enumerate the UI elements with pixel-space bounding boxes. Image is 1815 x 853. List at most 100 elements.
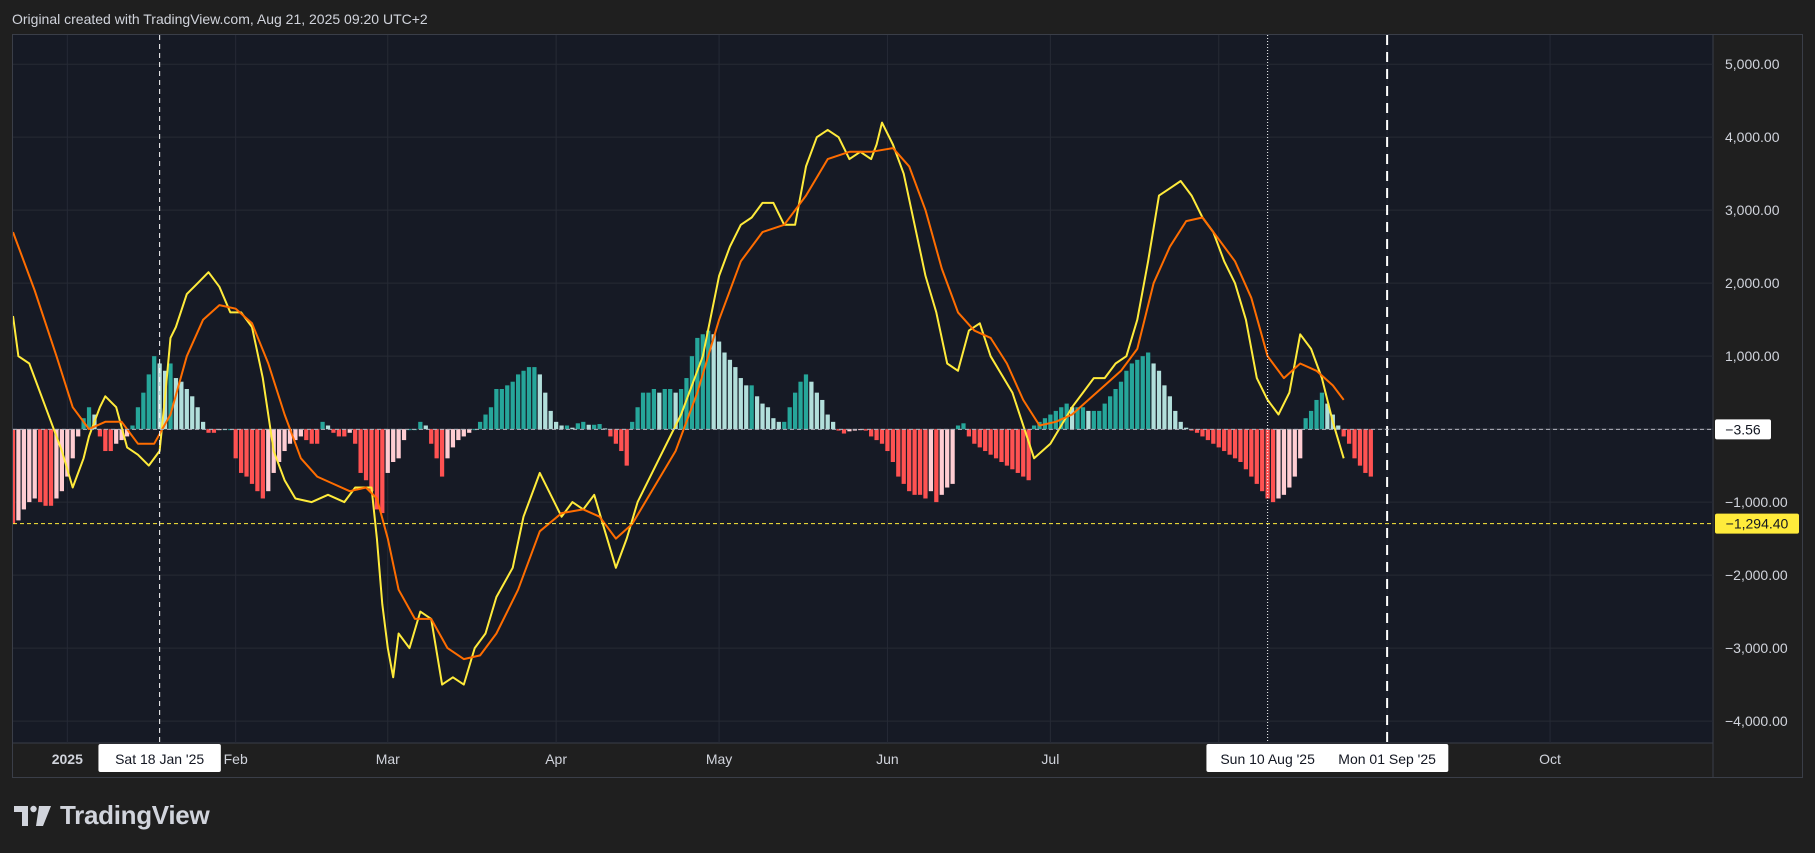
histogram-bar xyxy=(809,381,814,430)
histogram-bar xyxy=(977,429,982,448)
histogram-bar xyxy=(831,421,836,430)
y-tick-label: −1,000.00 xyxy=(1725,494,1788,510)
histogram-bar xyxy=(233,429,238,459)
histogram-bar xyxy=(1069,407,1075,430)
y-tick-label: −4,000.00 xyxy=(1725,713,1788,729)
histogram-bar xyxy=(124,429,130,437)
histogram-bar xyxy=(564,425,570,430)
histogram-bar xyxy=(1325,403,1330,430)
histogram-bar xyxy=(1097,410,1102,430)
histogram-bar xyxy=(488,407,494,430)
histogram-bar xyxy=(325,425,331,430)
histogram-bar xyxy=(505,385,510,430)
histogram-bar xyxy=(1194,429,1200,433)
histogram-bar xyxy=(27,429,32,503)
histogram-bar xyxy=(716,341,722,430)
histogram-bar xyxy=(646,392,651,430)
histogram-bar xyxy=(1249,429,1254,477)
y-tick-label: 1,000.00 xyxy=(1725,348,1780,364)
histogram-bar xyxy=(673,392,678,430)
histogram-bar xyxy=(1053,410,1058,430)
histogram-bar xyxy=(1222,429,1227,452)
histogram-bar xyxy=(445,429,450,459)
histogram-bar xyxy=(282,429,287,452)
histogram-bar xyxy=(331,429,336,433)
histogram-bar xyxy=(575,423,580,430)
histogram-bar xyxy=(1232,429,1238,459)
histogram-bar xyxy=(119,429,124,441)
histogram-bar xyxy=(1276,429,1281,499)
histogram-bar xyxy=(114,429,119,444)
histogram-bar xyxy=(993,429,999,459)
histogram-bar xyxy=(570,427,575,430)
macd-chart[interactable]: 5,000.00 4,000.00 3,000.00 2,000.00 1,000.00… xyxy=(13,35,1802,777)
x-tick-label: May xyxy=(706,751,732,767)
histogram-bar xyxy=(309,429,314,444)
histogram-bar xyxy=(1205,429,1211,441)
histogram-bar xyxy=(1211,429,1216,444)
x-tick-label: Feb xyxy=(224,751,248,767)
histogram-bar xyxy=(983,429,988,452)
histogram-bar xyxy=(515,374,521,430)
histogram-bar xyxy=(592,424,597,430)
histogram-bar xyxy=(401,429,407,441)
histogram-bar xyxy=(65,429,70,477)
histogram-bar xyxy=(988,429,993,455)
histogram-bar xyxy=(782,421,787,430)
histogram-bar xyxy=(554,421,559,430)
y-tick-label: 2,000.00 xyxy=(1725,275,1780,291)
histogram-bar xyxy=(1352,429,1357,459)
histogram-bar xyxy=(1091,410,1096,430)
histogram-bar xyxy=(771,418,776,430)
brand-name: TradingView xyxy=(60,800,210,830)
chart-frame[interactable]: 5,000.00 4,000.00 3,000.00 2,000.00 1,000.00… xyxy=(12,34,1803,778)
histogram-bar xyxy=(1363,429,1368,473)
histogram-bar xyxy=(689,356,695,430)
histogram-bar xyxy=(380,429,385,514)
histogram-bar xyxy=(1167,396,1172,430)
date-label: Sat 18 Jan '25 xyxy=(115,751,204,767)
histogram-bar xyxy=(1357,429,1363,466)
histogram-bar xyxy=(543,392,548,430)
histogram-bar xyxy=(912,429,917,495)
histogram-bar xyxy=(315,429,320,444)
histogram-bar xyxy=(640,392,646,430)
histogram-bar xyxy=(597,424,602,430)
histogram-bar xyxy=(244,429,249,477)
histogram-bar xyxy=(890,429,895,462)
histogram-bar xyxy=(928,429,934,492)
histogram-bar xyxy=(1178,421,1183,430)
histogram-bar xyxy=(1216,429,1221,448)
histogram-bar xyxy=(467,429,472,433)
tradingview-logo-icon xyxy=(14,805,51,826)
histogram-bar xyxy=(97,429,103,437)
histogram-bar xyxy=(722,352,727,430)
date-label-box xyxy=(1325,744,1449,772)
histogram-bar xyxy=(439,429,445,477)
histogram-bar xyxy=(141,392,146,430)
histogram-bar xyxy=(521,370,526,430)
histogram-bar xyxy=(1015,429,1020,473)
histogram-bar xyxy=(494,389,499,430)
histogram-bar xyxy=(901,429,906,484)
histogram-bar xyxy=(532,367,537,430)
price-label-box xyxy=(1715,419,1771,440)
histogram-bar xyxy=(885,429,890,452)
histogram-bar xyxy=(1140,356,1145,430)
histogram-bar xyxy=(456,429,461,441)
histogram-bar xyxy=(369,429,374,492)
histogram-bar xyxy=(896,429,901,477)
histogram-bar xyxy=(1336,425,1341,430)
histogram-bar xyxy=(863,429,868,431)
histogram-bar xyxy=(1118,381,1124,430)
histogram-bar xyxy=(1075,407,1080,430)
histogram-bar xyxy=(1227,429,1232,455)
histogram-bar xyxy=(293,429,298,441)
tradingview-brand: TradingView xyxy=(14,800,210,831)
histogram-bar xyxy=(190,396,195,430)
histogram-bar xyxy=(304,429,309,441)
histogram-bar xyxy=(537,374,542,430)
histogram-bar xyxy=(1124,370,1129,430)
date-label: Mon 01 Sep '25 xyxy=(1338,751,1436,767)
y-tick-label: 5,000.00 xyxy=(1725,56,1780,72)
